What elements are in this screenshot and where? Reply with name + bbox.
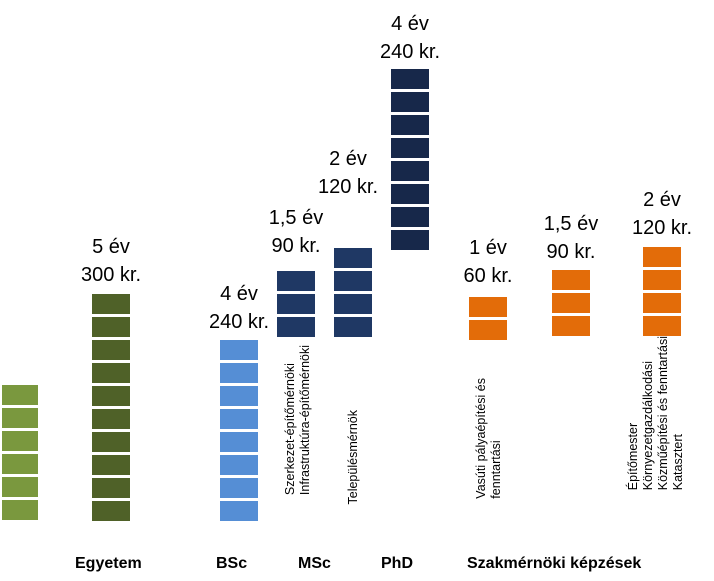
credit-block bbox=[277, 294, 315, 314]
duration-msc2: 2 év bbox=[329, 148, 367, 170]
spec-szak3-line1: Építőmester bbox=[626, 422, 640, 491]
stack-phd bbox=[391, 69, 429, 253]
credit-block bbox=[643, 293, 681, 313]
credit-block bbox=[92, 386, 130, 406]
duration-phd: 4 év bbox=[391, 13, 429, 35]
credits-szak3: 120 kr. bbox=[631, 217, 693, 239]
credit-block bbox=[220, 386, 258, 406]
credit-block bbox=[220, 363, 258, 383]
label-bsc: 4 év 240 kr. bbox=[189, 280, 289, 336]
spec-szak3: Építőmester Környezetgazdálkodási Közműé… bbox=[626, 336, 686, 490]
stack-egyetem bbox=[92, 294, 130, 524]
spec-szak1-line2: fenntartási bbox=[489, 440, 503, 499]
credit-block bbox=[334, 294, 372, 314]
credit-block bbox=[92, 409, 130, 429]
category-bsc: BSc bbox=[216, 555, 248, 572]
credit-block bbox=[2, 431, 38, 451]
credit-block bbox=[220, 409, 258, 429]
stack-bsc bbox=[220, 340, 258, 524]
credit-block bbox=[2, 385, 38, 405]
duration-szak1: 1 év bbox=[469, 237, 507, 259]
credit-block bbox=[334, 248, 372, 268]
label-szak1: 1 év 60 kr. bbox=[438, 234, 538, 290]
category-phd: PhD bbox=[381, 555, 413, 572]
credit-block bbox=[2, 500, 38, 520]
credit-block bbox=[92, 501, 130, 521]
stack-msc2 bbox=[334, 248, 372, 340]
credits-bsc: 240 kr. bbox=[208, 311, 270, 333]
credits-msc1: 90 kr. bbox=[271, 235, 321, 257]
label-msc1: 1,5 év 90 kr. bbox=[246, 204, 346, 260]
credit-block bbox=[391, 115, 429, 135]
credits-msc2: 120 kr. bbox=[317, 176, 379, 198]
spec-msc1-line1: Szerkezet-építőmérnöki bbox=[283, 363, 297, 496]
credits-szak2: 90 kr. bbox=[546, 241, 596, 263]
category-egyetem: Egyetem bbox=[75, 555, 142, 572]
label-msc2: 2 év 120 kr. bbox=[298, 145, 398, 201]
spec-msc2: Településmérnök bbox=[346, 410, 361, 505]
duration-egyetem: 5 év bbox=[92, 236, 130, 258]
category-msc: MSc bbox=[298, 555, 331, 572]
spec-msc2-line1: Településmérnök bbox=[346, 410, 360, 505]
credits-szak1: 60 kr. bbox=[463, 265, 513, 287]
credit-block bbox=[552, 270, 590, 290]
credit-block bbox=[2, 408, 38, 428]
credits-phd: 240 kr. bbox=[379, 41, 441, 63]
stack-g0 bbox=[2, 385, 38, 523]
credit-block bbox=[643, 247, 681, 267]
credit-block bbox=[220, 478, 258, 498]
credit-block bbox=[391, 161, 429, 181]
credit-block bbox=[220, 432, 258, 452]
credit-block bbox=[277, 271, 315, 291]
stack-szak2 bbox=[552, 270, 590, 339]
credit-block bbox=[391, 230, 429, 250]
credit-block bbox=[391, 184, 429, 204]
credit-block bbox=[391, 138, 429, 158]
credit-block bbox=[334, 317, 372, 337]
credit-block bbox=[220, 455, 258, 475]
category-szak: Szakmérnöki képzések bbox=[467, 555, 642, 572]
credit-block bbox=[469, 320, 507, 340]
credit-block bbox=[92, 455, 130, 475]
spec-msc1-line2: Infrastruktúra-építőmérnöki bbox=[298, 345, 312, 496]
spec-msc1: Szerkezet-építőmérnöki Infrastruktúra-ép… bbox=[283, 345, 313, 495]
duration-msc1: 1,5 év bbox=[268, 207, 324, 229]
label-egyetem: 5 év 300 kr. bbox=[61, 233, 161, 289]
label-phd: 4 év 240 kr. bbox=[360, 10, 460, 66]
spec-szak3-line4: Katasztert bbox=[671, 433, 685, 491]
spec-szak1-line1: Vasúti pályaépítési és bbox=[474, 378, 488, 499]
credit-block bbox=[92, 294, 130, 314]
credit-block bbox=[92, 340, 130, 360]
credit-block bbox=[2, 477, 38, 497]
credit-block bbox=[92, 363, 130, 383]
stack-msc1 bbox=[277, 271, 315, 340]
stack-szak1 bbox=[469, 297, 507, 343]
credit-block bbox=[220, 501, 258, 521]
credit-block bbox=[552, 293, 590, 313]
credit-block bbox=[643, 316, 681, 336]
credit-block bbox=[92, 317, 130, 337]
duration-szak2: 1,5 év bbox=[543, 213, 599, 235]
duration-szak3: 2 év bbox=[643, 189, 681, 211]
credits-egyetem: 300 kr. bbox=[80, 264, 142, 286]
credit-block bbox=[220, 340, 258, 360]
spec-szak3-line3: Közműépítési és fenntartási bbox=[656, 336, 670, 491]
duration-bsc: 4 év bbox=[220, 283, 258, 305]
credit-block bbox=[92, 432, 130, 452]
credit-block bbox=[469, 297, 507, 317]
credit-block bbox=[391, 92, 429, 112]
credit-block bbox=[2, 454, 38, 474]
credit-block bbox=[643, 270, 681, 290]
stack-szak3 bbox=[643, 247, 681, 339]
spec-szak3-line2: Környezetgazdálkodási bbox=[641, 361, 655, 491]
credit-block bbox=[552, 316, 590, 336]
credit-block bbox=[391, 207, 429, 227]
credit-block bbox=[391, 69, 429, 89]
credit-block bbox=[277, 317, 315, 337]
credit-block bbox=[92, 478, 130, 498]
credit-block bbox=[334, 271, 372, 291]
label-szak3: 2 év 120 kr. bbox=[612, 186, 712, 242]
spec-szak1: Vasúti pályaépítési és fenntartási bbox=[474, 378, 504, 499]
label-szak2: 1,5 év 90 kr. bbox=[521, 210, 621, 266]
